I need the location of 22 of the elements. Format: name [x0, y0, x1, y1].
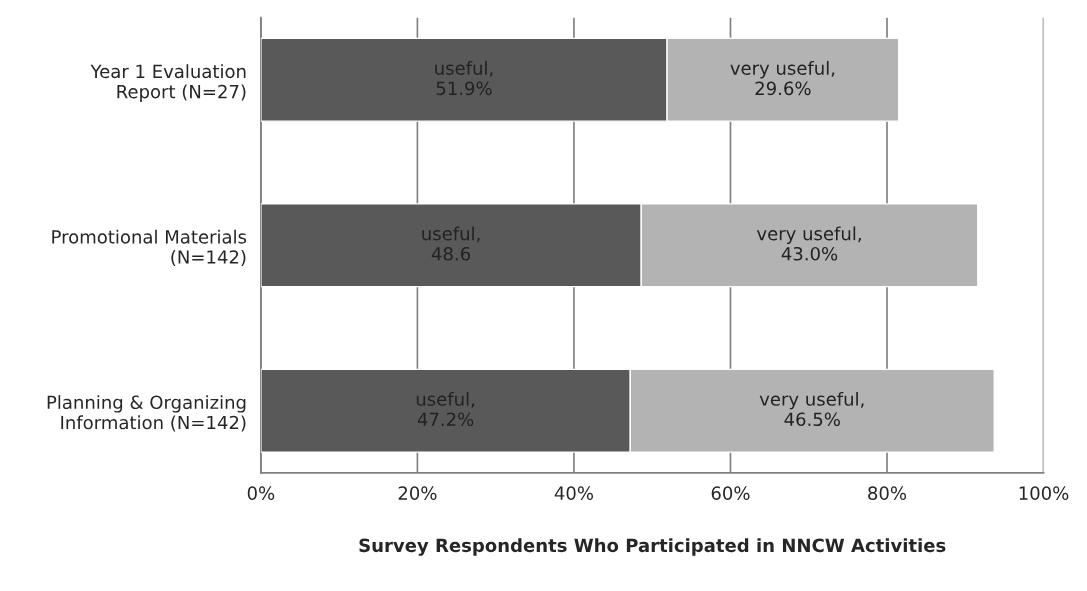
data-label: 43.0%: [781, 246, 838, 261]
data-label: 51.9%: [436, 81, 492, 96]
x-tick-label: 60%: [711, 486, 750, 500]
x-tick-label: 20%: [398, 486, 437, 500]
y-tick-label: Planning & Organizing Information (N=142): [47, 395, 246, 432]
data-label: 48.6: [431, 246, 471, 261]
series-label: very useful,: [756, 226, 861, 244]
data-label: 46.5%: [784, 412, 840, 427]
x-axis-title: Survey Respondents Who Participated in NNCW Activities: [359, 538, 946, 556]
text: useful,: [416, 391, 475, 408]
data-label: 47.2%: [417, 412, 474, 427]
text: useful,: [435, 60, 493, 77]
text: very useful,: [730, 60, 835, 79]
y-tick-label: Year 1 Evaluation Report (N=27): [90, 64, 246, 102]
x-tick-label: 100%: [1019, 486, 1069, 500]
x-tick-label: 40%: [554, 486, 594, 500]
y-tick-label: Promotional Materials (N=142): [52, 229, 247, 266]
series-label: useful,: [422, 226, 480, 243]
x-tick-label: 0%: [247, 486, 275, 500]
text: very useful,: [759, 391, 864, 410]
data-label: 29.6%: [755, 81, 811, 96]
x-tick-label: 80%: [868, 486, 907, 500]
